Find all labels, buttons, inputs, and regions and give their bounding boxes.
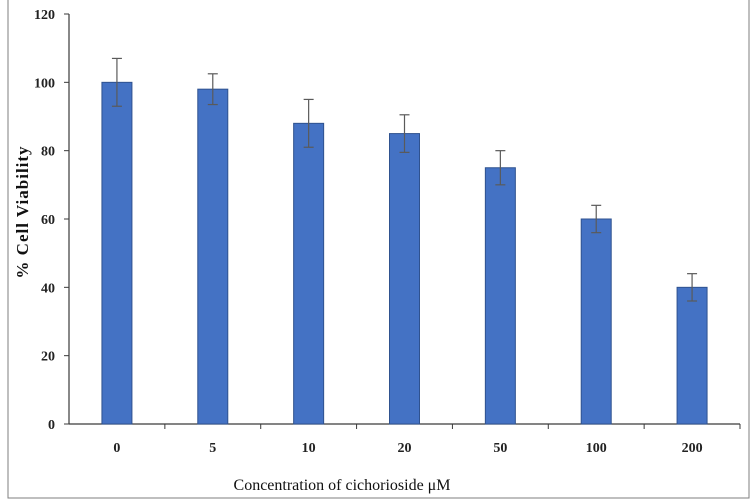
bar — [101, 81, 133, 425]
y-axis: 0 20 40 60 80 100 120 — [34, 8, 70, 433]
error-bar — [495, 150, 506, 186]
error-bar — [399, 114, 410, 153]
error-bar — [591, 204, 602, 234]
bar — [389, 133, 420, 425]
y-axis-title: % Cell Viability — [13, 145, 32, 278]
bar — [197, 88, 229, 425]
y-tick-label: 40 — [41, 281, 55, 296]
x-tick-label: 10 — [302, 441, 316, 456]
x-tick-label: 100 — [586, 441, 607, 456]
x-axis-title: Concentration of cichorioside μM — [234, 477, 451, 494]
bar — [293, 122, 325, 425]
bar — [580, 218, 612, 425]
y-tick-label: 60 — [41, 213, 55, 228]
error-bar — [303, 98, 314, 148]
y-tick-label: 0 — [48, 418, 55, 433]
x-tick-label: 200 — [682, 441, 703, 456]
x-axis: 0 5 10 20 50 100 200 — [69, 423, 741, 456]
error-bars — [111, 57, 698, 302]
x-tick-label: 20 — [398, 441, 412, 456]
y-tick-label: 120 — [34, 8, 55, 23]
x-tick-label: 50 — [493, 441, 507, 456]
y-tick-label: 100 — [34, 76, 55, 91]
y-tick-label: 80 — [41, 145, 55, 160]
bar — [676, 286, 708, 425]
bars — [101, 81, 708, 425]
x-tick-label: 0 — [113, 441, 120, 456]
chart-frame — [7, 0, 750, 499]
x-tick-label: 5 — [209, 441, 216, 456]
bar — [484, 167, 516, 425]
error-bar — [687, 273, 698, 302]
y-tick-label: 20 — [41, 350, 55, 365]
error-bar — [207, 73, 218, 106]
error-bar — [111, 57, 122, 107]
